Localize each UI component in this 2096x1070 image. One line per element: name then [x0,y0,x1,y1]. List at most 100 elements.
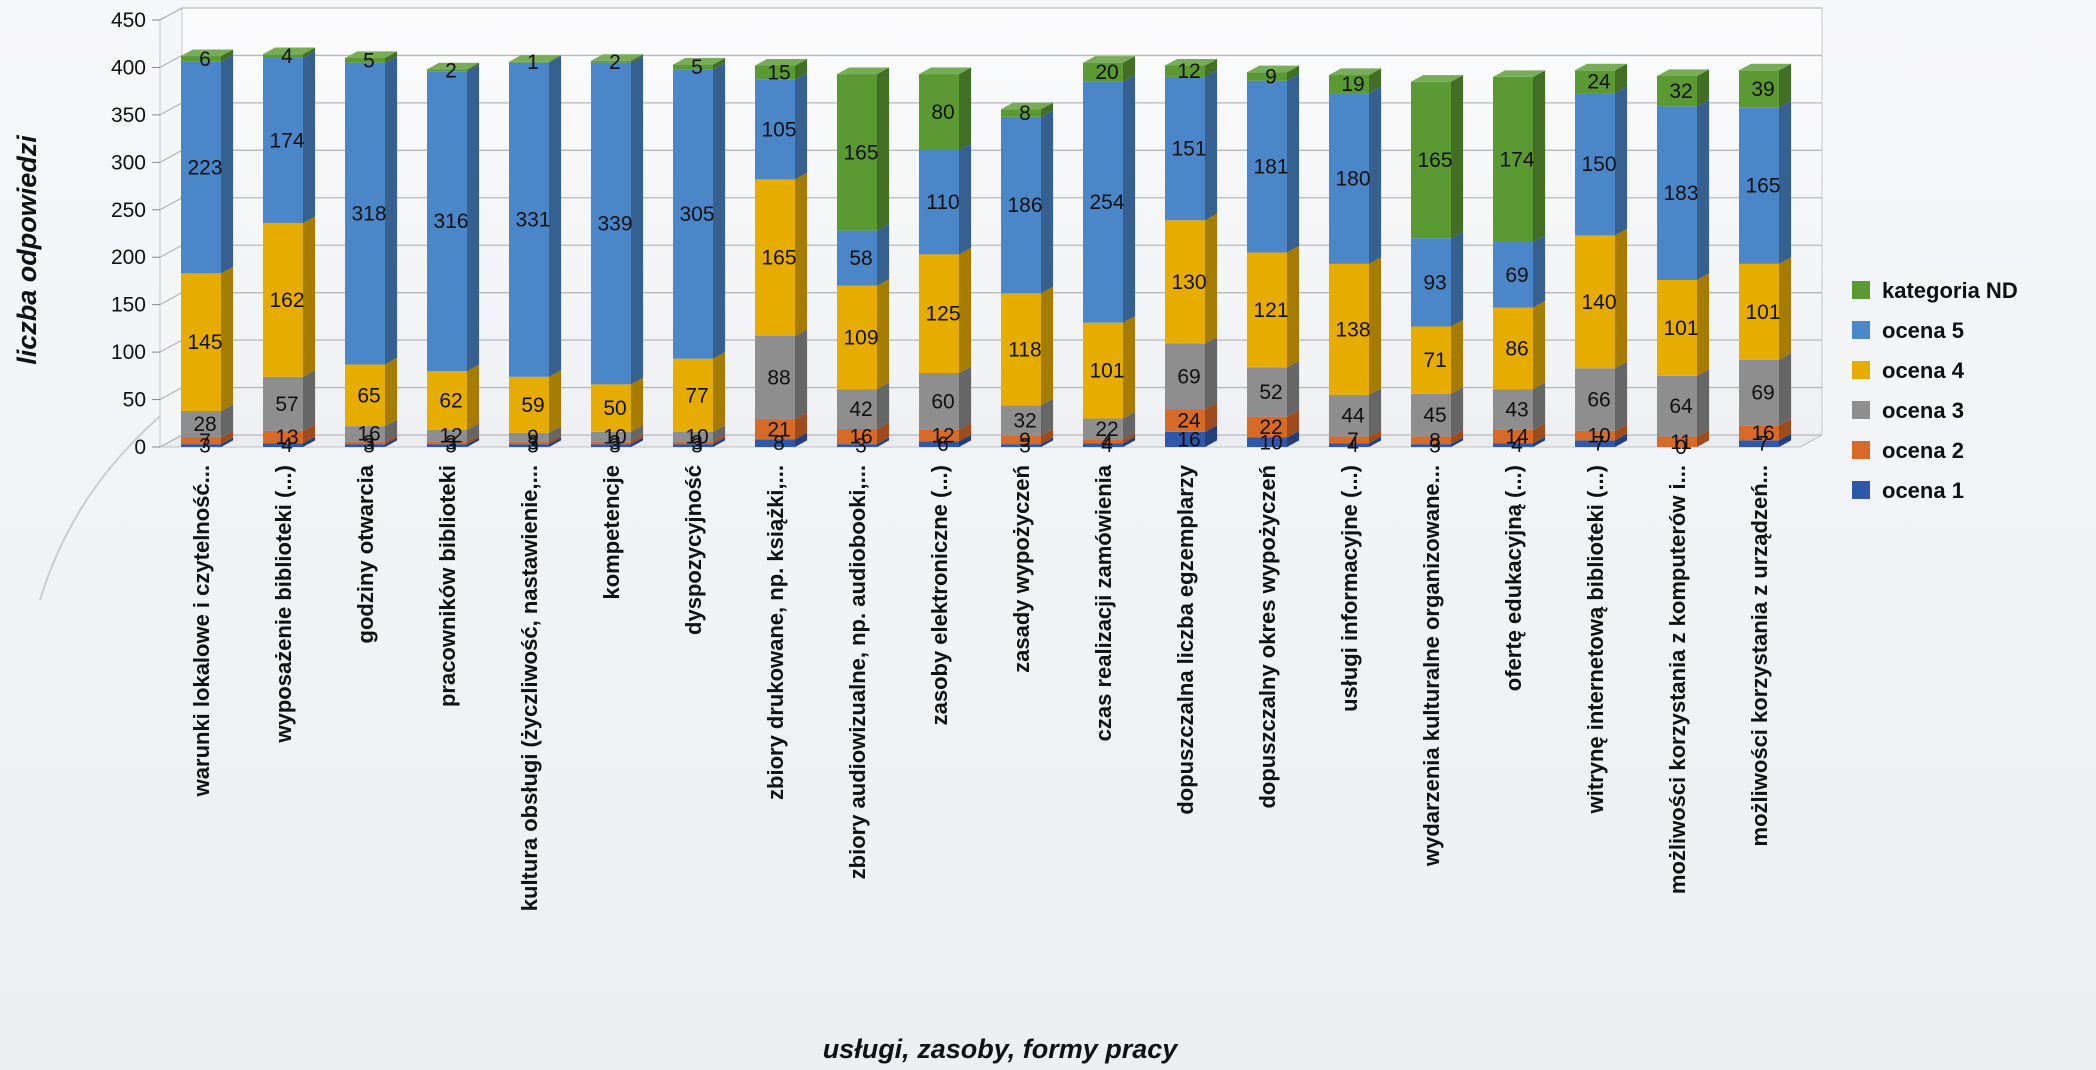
data-label: 101 [1089,360,1124,383]
bar-front [1493,307,1533,390]
y-tick-label: 50 [123,389,146,412]
data-label: 16 [1751,422,1774,445]
bar-segment [345,434,398,445]
bar-front [1657,279,1697,376]
bar-segment [591,56,644,385]
bar-side [1041,286,1054,406]
data-label: 130 [1171,271,1206,294]
bar-top [1083,56,1136,63]
data-label: 69 [1177,365,1200,388]
bar-side [467,62,480,72]
data-label: 12 [931,425,954,448]
bar-top [1493,70,1546,77]
bar-segment [509,56,562,377]
bar-front [427,444,467,447]
y-tick-label: 450 [111,9,146,32]
bar-segment [1165,402,1218,432]
bar-front [1739,70,1779,108]
category-label: ofertę edukacyjną (...) [1501,465,1526,691]
legend-label: ocena 4 [1882,358,1965,383]
bar-side [221,430,234,445]
category-label: dopuszczalna liczba egzemplarzy [1173,464,1198,814]
bar-front [919,254,959,373]
bar-segment [1493,235,1546,308]
data-label: 24 [1177,409,1201,432]
bar-segment [1083,436,1136,447]
bar-side [1533,382,1546,430]
legend-item: ocena 2 [1852,438,1964,463]
bar-segment [1329,436,1382,447]
bar-front [509,376,549,433]
bar-front [509,444,549,447]
bar-side [385,357,398,427]
bar-segment [509,426,562,442]
bar-side [1779,433,1792,447]
data-label: 0 [1675,436,1687,459]
bar-segment [427,364,480,430]
bar-front [755,65,795,80]
bar-side [1041,429,1054,445]
bar-segment [1657,99,1710,280]
data-label: 10 [1259,431,1282,454]
bar-side [877,437,890,447]
data-label: 305 [679,203,714,226]
y-axis-ticks: 0 50 100 150 200 250 300 350 400 450 [111,9,146,459]
bar-segment [673,425,726,442]
bar-side [549,56,562,377]
bar-side [1369,429,1382,444]
data-label: 45 [1423,404,1446,427]
data-label: 181 [1253,156,1288,179]
y-tick-label: 400 [111,56,146,79]
bar-segment [1247,360,1300,417]
bar-side [1451,319,1464,394]
bar-side [631,377,644,432]
data-label: 3 [363,435,375,458]
bar-segment [263,47,316,58]
bar-front [673,441,713,445]
bar-segment [345,419,398,442]
bar-segment [1165,336,1218,410]
bar-side [1697,369,1710,437]
data-label: 186 [1007,194,1042,217]
data-label: 318 [351,203,386,226]
data-label: 118 [1008,338,1041,361]
bar-side [303,424,316,444]
legend-swatch [1852,401,1870,419]
data-label: 3 [445,435,457,458]
bar-top [591,54,644,61]
y-tick-label: 100 [111,341,146,364]
bar-segment [919,247,972,373]
bar-segment [181,437,234,447]
bar-front [1001,293,1041,406]
bar-side [385,437,398,447]
bar-front [755,179,795,336]
bar-front [1329,75,1369,94]
bar-front [1083,439,1123,444]
bar-front [1001,116,1041,294]
bar-segment [427,423,480,442]
bar-front [345,426,385,442]
data-label: 80 [931,101,954,124]
bar-front [263,54,303,58]
data-label: 3 [363,432,375,455]
bar-segment [345,437,398,447]
data-label: 77 [685,384,708,407]
bar-side [1369,257,1382,395]
category-label: zbiory audiowizualne, np. audiobooki,... [845,465,870,879]
bar-segment [1657,429,1710,447]
bar-segment [1329,68,1382,94]
bar-front [1247,416,1287,438]
bar-top [263,47,316,55]
bar-front [181,437,221,445]
category-label: możliwości korzystania z komputerów i... [1665,465,1690,894]
data-label: 8 [773,432,785,455]
data-label: 62 [439,390,462,413]
bar-segment [1083,316,1136,419]
bar-front [1247,367,1287,417]
bar-segment [591,437,644,447]
bar-side [631,434,644,445]
data-label: 138 [1335,318,1370,341]
bar-front [591,444,631,447]
data-label: 174 [269,130,304,153]
